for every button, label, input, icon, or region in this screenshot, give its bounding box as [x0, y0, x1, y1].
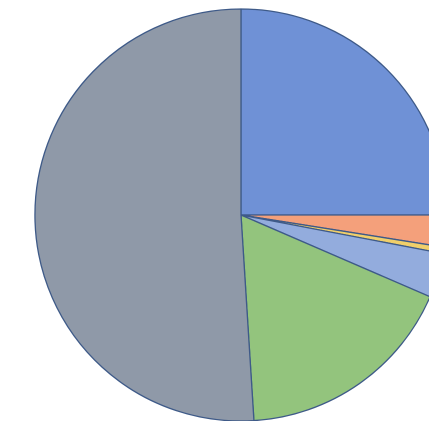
- pie-slice-6: [34, 8, 255, 421]
- pie-slices: [34, 8, 429, 421]
- pie-slice-1: [240, 8, 429, 216]
- pie-slice-5: [240, 214, 429, 421]
